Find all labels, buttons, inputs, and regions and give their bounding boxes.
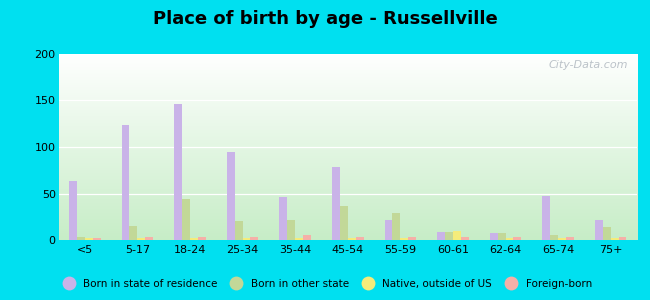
Legend: Born in state of residence, Born in other state, Native, outside of US, Foreign-: Born in state of residence, Born in othe… xyxy=(54,275,596,293)
Bar xyxy=(332,167,340,240)
Bar xyxy=(445,232,453,240)
Bar xyxy=(506,238,514,240)
Bar xyxy=(489,232,498,240)
Bar xyxy=(514,237,521,240)
Bar xyxy=(242,238,250,240)
Bar xyxy=(235,221,242,240)
Text: Place of birth by age - Russellville: Place of birth by age - Russellville xyxy=(153,11,497,28)
Bar xyxy=(129,226,137,240)
Bar xyxy=(280,197,287,240)
Bar xyxy=(551,235,558,240)
Bar xyxy=(137,238,145,240)
Bar xyxy=(393,213,400,240)
Bar xyxy=(295,238,303,240)
Bar xyxy=(498,233,506,240)
Bar xyxy=(558,238,566,240)
Bar xyxy=(69,182,77,240)
Bar xyxy=(595,220,603,240)
Bar xyxy=(400,238,408,240)
Bar xyxy=(84,238,93,240)
Bar xyxy=(340,206,348,240)
Bar xyxy=(287,220,295,240)
Bar xyxy=(437,232,445,240)
Bar xyxy=(198,237,206,240)
Bar xyxy=(77,237,85,240)
Bar xyxy=(385,220,393,240)
Bar xyxy=(348,238,356,240)
Bar xyxy=(250,237,258,240)
Bar xyxy=(190,238,198,240)
Bar xyxy=(93,238,101,240)
Bar xyxy=(146,237,153,240)
Bar xyxy=(182,199,190,240)
Bar xyxy=(174,104,182,240)
Bar xyxy=(542,196,550,240)
Bar xyxy=(303,235,311,240)
Bar xyxy=(603,227,611,240)
Bar xyxy=(356,237,363,240)
Bar xyxy=(408,237,416,240)
Bar xyxy=(566,237,574,240)
Bar xyxy=(619,237,627,240)
Bar xyxy=(122,125,129,240)
Bar xyxy=(227,152,235,240)
Bar xyxy=(611,238,619,240)
Bar xyxy=(453,231,461,240)
Bar xyxy=(461,237,469,240)
Text: City-Data.com: City-Data.com xyxy=(549,60,629,70)
